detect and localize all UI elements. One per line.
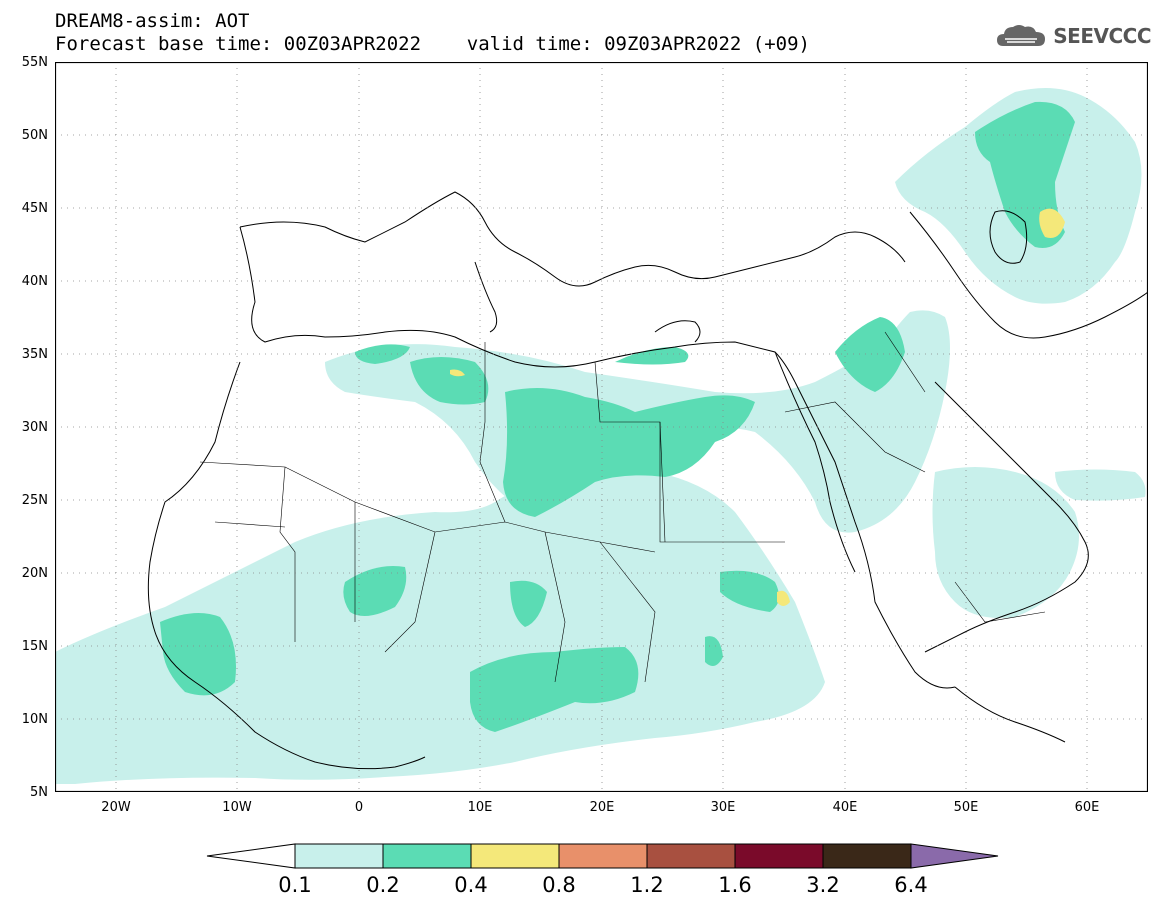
map-panel (55, 62, 1148, 792)
colorbar-swatch (646, 843, 736, 869)
lon-label: 50E (953, 800, 979, 815)
lat-label: 40N (21, 274, 48, 289)
forecast-time-line: Forecast base time: 00Z03APR2022 valid t… (55, 33, 810, 55)
coastlines (147, 191, 1148, 770)
logo-text: SEEVCCC (1053, 24, 1151, 48)
colorbar-min-arrow (206, 843, 296, 869)
colorbar-max-arrow (910, 843, 999, 869)
map-grid (55, 62, 1148, 792)
colorbar-swatch (822, 843, 912, 869)
lat-label: 5N (30, 785, 48, 800)
lat-label: 30N (21, 420, 48, 435)
lat-label: 10N (21, 712, 48, 727)
map-title: DREAM8-assim: AOT (55, 10, 250, 32)
colorbar-label: 0.2 (366, 873, 400, 897)
colorbar-label: 0.4 (454, 873, 488, 897)
colorbar-swatch (734, 843, 824, 869)
lat-label: 50N (21, 128, 48, 143)
logo: SEEVCCC (995, 22, 1151, 50)
lon-label: 0 (354, 800, 364, 815)
lat-label: 25N (21, 493, 48, 508)
colorbar-label: 0.8 (542, 873, 576, 897)
lat-label: 35N (21, 347, 48, 362)
country-borders (199, 331, 1046, 683)
map-border (55, 62, 1148, 792)
cloud-icon (997, 25, 1046, 46)
lon-label: 30E (710, 800, 736, 815)
aot-high-fields (450, 208, 1065, 606)
colorbar-swatch (470, 843, 560, 869)
colorbar-swatch (558, 843, 648, 869)
colorbar (206, 843, 999, 869)
lat-label: 15N (21, 639, 48, 654)
colorbar-label: 1.6 (718, 873, 752, 897)
colorbar-label: 6.4 (894, 873, 928, 897)
lon-label: 20E (589, 800, 615, 815)
lat-label: 20N (21, 566, 48, 581)
colorbar-swatch (294, 843, 384, 869)
lon-label: 10W (222, 800, 252, 815)
colorbar-label: 3.2 (806, 873, 840, 897)
lat-label: 55N (21, 55, 48, 70)
lat-label: 45N (21, 201, 48, 216)
colorbar-label: 0.1 (278, 873, 312, 897)
lon-label: 60E (1074, 800, 1100, 815)
lon-label: 40E (832, 800, 858, 815)
aot-medium-fields (160, 101, 1075, 732)
colorbar-swatch (382, 843, 472, 869)
lon-label: 10E (467, 800, 493, 815)
lon-label: 20W (101, 800, 131, 815)
colorbar-label: 1.2 (630, 873, 664, 897)
